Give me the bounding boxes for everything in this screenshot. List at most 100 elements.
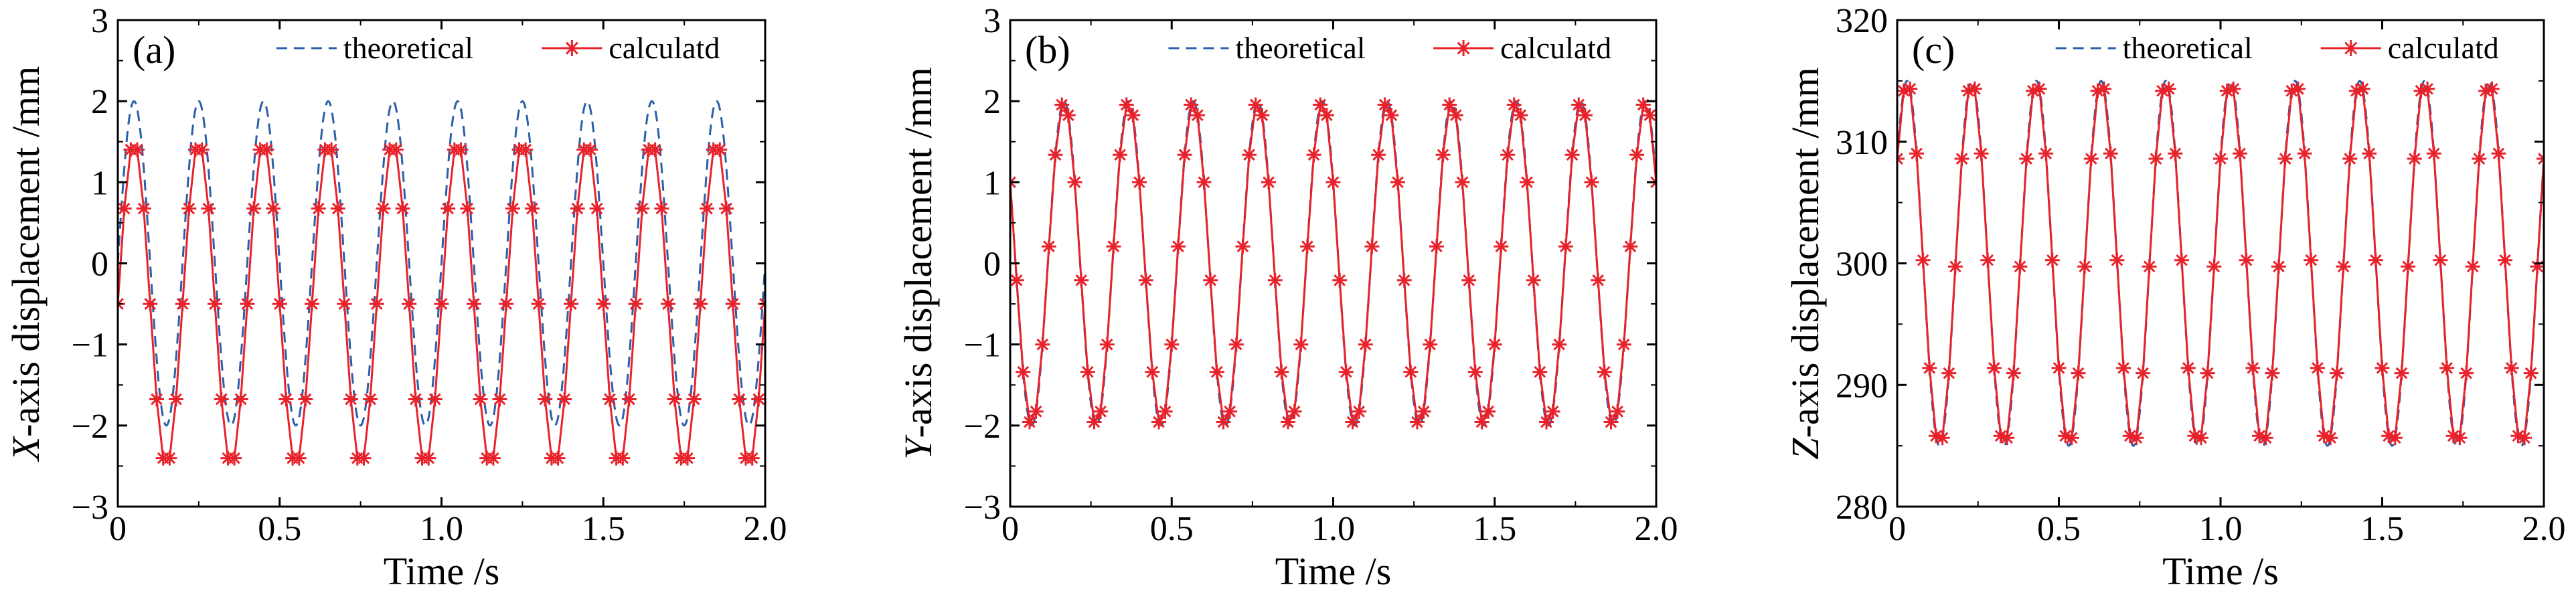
- calculated-marker: [169, 392, 183, 407]
- legend-calculated-label: calculatd: [2388, 31, 2499, 65]
- calculated-marker: [1080, 364, 1095, 379]
- calculated-marker: [2368, 252, 2383, 268]
- calculated-marker: [130, 142, 145, 157]
- calculated-marker: [596, 296, 611, 312]
- calculated-marker: [2032, 81, 2047, 96]
- calculated-marker: [2362, 146, 2377, 161]
- y-axis-title-letter: X: [4, 435, 48, 462]
- calculated-marker: [1396, 272, 1412, 288]
- calculated-marker: [1060, 108, 1076, 123]
- calculated-marker: [1520, 175, 1534, 190]
- calculated-marker: [2051, 360, 2067, 375]
- calculated-marker: [1248, 97, 1263, 112]
- calculated-marker: [1642, 108, 1656, 123]
- calculated-marker: [1635, 97, 1651, 112]
- calculated-marker: [693, 296, 708, 312]
- calculated-marker: [2316, 428, 2332, 444]
- calculated-marker: [582, 142, 598, 157]
- calculated-marker: [1623, 239, 1638, 254]
- calculated-marker: [1974, 146, 1989, 161]
- panel-label: (a): [133, 28, 175, 72]
- calculated-marker: [1941, 365, 1957, 381]
- calculated-marker: [1035, 337, 1050, 352]
- calculated-marker: [1074, 272, 1089, 288]
- y-tick-label: 2: [91, 83, 108, 121]
- calculated-marker: [505, 201, 520, 216]
- x-tick-label: 2.0: [744, 510, 787, 548]
- calculated-marker: [1532, 364, 1548, 379]
- calculated-marker: [2329, 365, 2344, 381]
- calculated-marker: [1506, 97, 1522, 112]
- calculated-marker: [1629, 147, 1645, 163]
- calculated-marker: [712, 142, 728, 157]
- calculated-marker: [2025, 83, 2040, 98]
- calculated-marker: [1591, 272, 1606, 288]
- calculated-marker: [1222, 404, 1238, 419]
- calculated-marker: [324, 142, 339, 157]
- calculated-marker: [2484, 81, 2500, 96]
- calculated-marker: [2155, 83, 2170, 98]
- calculated-marker: [2271, 259, 2286, 274]
- x-tick-label: 0: [109, 510, 127, 548]
- calculated-marker: [2433, 252, 2448, 268]
- calculated-marker: [1319, 108, 1334, 123]
- calculated-marker: [1552, 337, 1567, 352]
- legend-calculated-marker: [2342, 40, 2359, 56]
- x-tick-label: 1.5: [2360, 510, 2404, 548]
- calculated-marker: [550, 450, 566, 466]
- x-tick-label: 2.0: [2522, 510, 2566, 548]
- calculated-line: [1010, 102, 1656, 425]
- y-tick-label: 290: [1836, 367, 1888, 405]
- chart-panel-2: 0 0.5 1.0 1.5 2.0 −3 −2 −1 0 1 2 3 Time /s Y-axis dis…: [896, 2, 1678, 593]
- theoretical-line: [118, 100, 765, 427]
- y-tick-label: 300: [1836, 246, 1888, 284]
- calculated-marker: [388, 142, 404, 157]
- y-axis-title-rest: -axis displacement /mm: [1783, 67, 1827, 438]
- calculated-marker: [686, 392, 702, 407]
- calculated-marker: [1338, 364, 1354, 379]
- calculated-marker: [531, 296, 546, 312]
- calculated-marker: [1616, 337, 1631, 352]
- calculated-marker: [1235, 239, 1251, 254]
- calculated-marker: [2498, 252, 2512, 268]
- calculated-marker: [181, 201, 197, 216]
- calculated-marker: [1228, 337, 1244, 352]
- calculated-marker: [1377, 97, 1392, 112]
- calculated-marker: [524, 201, 540, 216]
- calculated-marker: [485, 450, 501, 466]
- calculated-marker: [118, 201, 132, 216]
- calculated-marker: [2504, 360, 2519, 375]
- y-tick-label: −2: [964, 408, 1001, 446]
- calculated-marker: [621, 392, 637, 407]
- calculated-marker: [427, 392, 442, 407]
- calculated-marker: [2472, 151, 2487, 167]
- calculated-marker: [363, 392, 378, 407]
- y-tick-label: 3: [983, 2, 1001, 40]
- calculated-marker: [2465, 259, 2480, 274]
- calculated-marker: [2245, 360, 2261, 375]
- calculated-marker: [2374, 360, 2390, 375]
- calculated-marker: [1028, 404, 1044, 419]
- calculated-marker: [2206, 259, 2222, 274]
- calculated-marker: [1299, 239, 1315, 254]
- calculated-marker: [2200, 365, 2215, 381]
- calculated-marker: [473, 392, 488, 407]
- calculated-marker: [1564, 147, 1580, 163]
- calculated-marker: [1494, 239, 1509, 254]
- calculated-marker: [2310, 360, 2325, 375]
- calculated-marker: [1022, 414, 1037, 430]
- x-tick-label: 1.0: [1311, 510, 1355, 548]
- calculated-marker: [2258, 430, 2273, 446]
- calculated-marker: [1145, 364, 1160, 379]
- calculated-marker: [466, 296, 481, 312]
- calculated-marker: [2478, 83, 2494, 98]
- calculated-marker: [1203, 272, 1218, 288]
- calculated-marker: [1915, 252, 1931, 268]
- calculated-marker: [2161, 81, 2176, 96]
- calculated-marker: [2168, 146, 2183, 161]
- calculated-marker: [1986, 360, 2002, 375]
- calculated-marker: [408, 392, 423, 407]
- calculated-marker: [1196, 175, 1212, 190]
- calculated-marker: [1184, 97, 1199, 112]
- series-theoretical: [1010, 100, 1656, 427]
